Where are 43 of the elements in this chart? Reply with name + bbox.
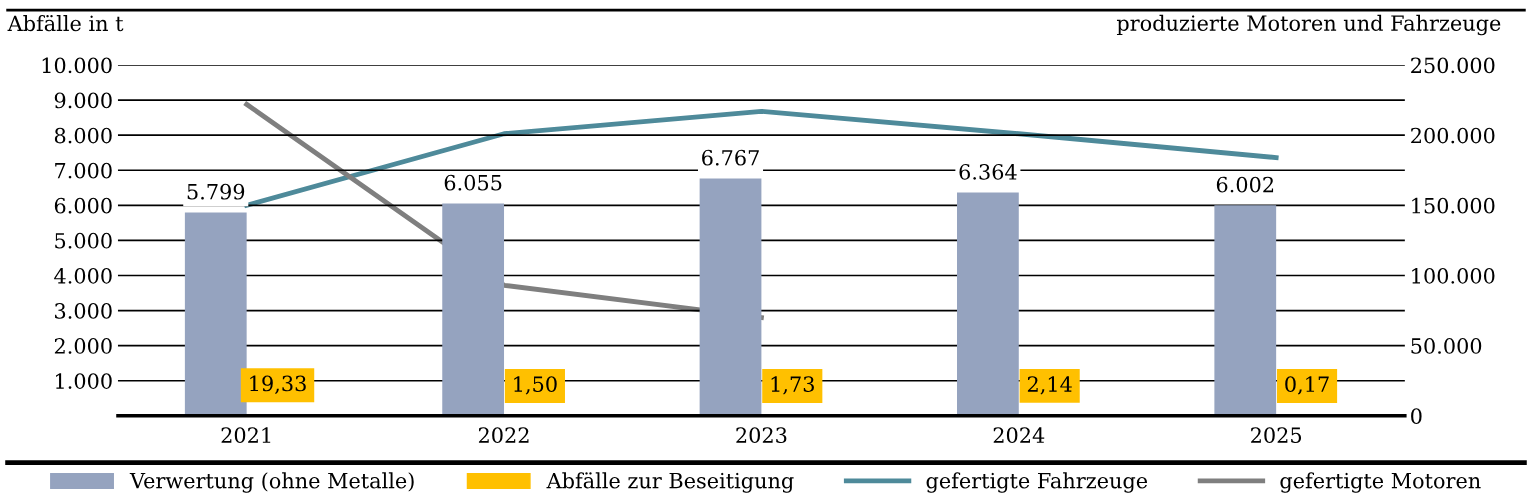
data-label: 6.055: [444, 174, 502, 191]
y2-tick-label: 150.000: [1412, 197, 1495, 214]
bar: [442, 203, 505, 416]
y-tick-label: 2.000: [54, 338, 112, 354]
y-tick-label: 6.000: [54, 197, 112, 214]
legend-label: gefertigte Fahrzeuge: [926, 472, 1148, 493]
bar: [957, 192, 1019, 416]
bar: [184, 212, 247, 416]
x-tick-label: 2025: [1251, 427, 1302, 444]
x-tick-label: 2023: [736, 427, 787, 444]
data-label: 2,14: [1027, 376, 1072, 395]
legend-label: Verwertung (ohne Metalle): [129, 472, 414, 493]
data-label: 19,33: [250, 375, 306, 394]
data-label: 5.799: [187, 183, 245, 200]
data-label: 6.002: [1216, 176, 1274, 193]
y2-tick-label: 100.000: [1412, 267, 1495, 284]
data-label: 6.364: [959, 164, 1017, 180]
y-tick-label: 1.000: [56, 373, 112, 389]
y-tick-label: 7.000: [55, 162, 112, 179]
y2-axis-title: produzierte Motoren und Fahrzeuge: [1116, 14, 1501, 36]
data-label: 6.767: [702, 149, 759, 166]
data-label: 0,17: [1285, 376, 1329, 395]
y2-tick-label: 200.000: [1411, 127, 1495, 144]
legend-label: Abfälle zur Beseitigung: [546, 472, 794, 493]
y-tick-label: 5.000: [55, 232, 112, 249]
bar: [1214, 205, 1277, 416]
y-tick-label: 4.000: [54, 267, 112, 284]
y-tick-label: 10.000: [42, 57, 112, 74]
x-tick-label: 2024: [993, 427, 1045, 444]
y-tick-label: 3.000: [55, 303, 112, 319]
y2-tick-label: 0: [1411, 408, 1422, 425]
data-label: 1,50: [514, 376, 557, 395]
y-tick-label: 9.000: [54, 92, 112, 109]
legend-label: gefertigte Motoren: [1280, 472, 1481, 493]
bar: [699, 178, 762, 416]
x-tick-label: 2022: [478, 427, 529, 444]
y2-tick-label: 250.000: [1411, 57, 1495, 74]
line-series: [244, 108, 1279, 208]
y2-tick-label: 50.000: [1411, 338, 1482, 354]
y-axis-title: Abfälle in t: [7, 14, 124, 32]
data-label: 1,73: [771, 376, 814, 395]
x-tick-label: 2021: [221, 427, 271, 444]
y-tick-label: 8.000: [54, 127, 112, 144]
